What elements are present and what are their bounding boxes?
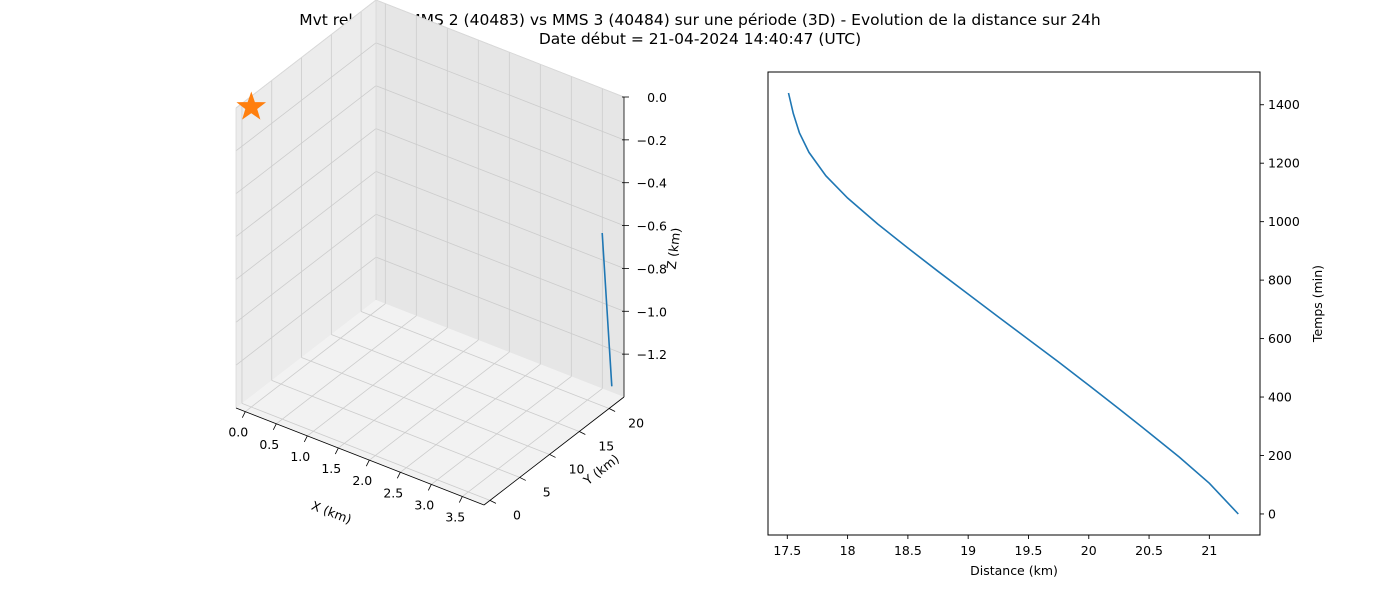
x-tick-label: 17.5 [773,543,801,558]
trajectory-line [601,232,613,387]
grid-line [375,128,625,226]
y-tick-label: 1000 [1268,214,1300,229]
y-tick-mark [519,477,526,481]
x-tick-label: 3.0 [414,497,434,512]
grid-line [235,256,377,366]
grid-line [271,380,520,478]
x-tick-label: 0.5 [259,437,279,452]
x-tick-label: 21 [1201,543,1217,558]
x-tick-mark [241,411,246,418]
grid-line [338,339,479,449]
y-tick-label: 600 [1268,331,1292,346]
grid-line [375,85,625,184]
x-tick-label: 19 [960,543,976,558]
y-tick-mark [489,500,497,504]
z-tick-label: −0.4 [637,176,667,191]
left-pane [236,0,376,408]
grid-line [235,171,377,280]
y-axis-label: Temps (min) [1310,265,1325,343]
x-tick-label: 20 [1081,543,1097,558]
grid-line [375,171,625,269]
y-tick-label: 400 [1268,390,1292,405]
grid-line [375,42,625,141]
x-tick-label: 2.5 [383,485,403,500]
y-tick-mark [579,431,586,435]
y-tick-label: 800 [1268,273,1292,288]
y-tick-label: 1200 [1268,156,1300,171]
x-tick-label: 1.0 [290,449,310,464]
y-tick-label: 20 [628,415,644,430]
x-tick-mark [272,423,277,430]
chart-2d-axes: 17.5 18 18.5 19 19.5 20 20.5 21 0 200 400 600 800 100… [767,71,1325,578]
x-axis-line [235,407,485,506]
x-tick-label: 18.5 [894,543,922,558]
grid-line [431,376,572,485]
grid-line [241,403,491,501]
pane-edge [235,0,377,109]
y-axis-line [483,396,625,506]
x-axis-label: X (km) [309,498,353,527]
distance-series-line [787,92,1239,515]
grid-line [360,311,610,409]
figure-subtitle: Date début = 21-04-2024 14:40:47 (UTC) [539,30,861,48]
grid-line [235,128,377,237]
grid-line [462,388,603,497]
grid-line [369,351,510,461]
y-tick-label: 5 [543,484,551,499]
back-pane [376,0,624,397]
grid-line [235,42,377,152]
figure-title: Mvt relatif de MMS 2 (40483) vs MMS 3 (4… [299,11,1101,29]
x-tick-label: 1.5 [321,461,341,476]
grid-line [375,213,625,312]
z-tick-label: 0.0 [647,90,667,105]
grid-line [331,334,580,432]
floor-pane [236,300,624,505]
x-tick-label: 0.0 [228,425,248,440]
grid-line [301,357,550,455]
y-tick-label: 15 [598,438,614,453]
x-tick-mark [458,496,463,503]
grid-line [276,315,417,425]
grid-line [375,256,625,355]
chart-3d-axes: 0.0 0.5 1.0 1.5 2.0 2.5 3.0 3.5 0 5 10 15 20 0.0 −0.2 −… [228,0,684,527]
y-axis-label: Y (km) [580,451,622,489]
x-tick-label: 2.0 [352,473,372,488]
z-tick-label: −0.2 [637,133,667,148]
x-tick-mark [303,435,308,443]
y-tick-label: 10 [569,461,585,476]
x-tick-mark [427,484,432,491]
pane-edge [375,0,625,98]
x-tick-label: 19.5 [1015,543,1043,558]
z-axis-label: Z (km) [664,227,684,270]
y-tick-label: 1400 [1268,97,1300,112]
x-tick-label: 18 [840,543,856,558]
grid-line [307,327,448,437]
x-tick-mark [365,459,370,467]
z-tick-label: −0.8 [637,261,667,276]
grid-line [235,213,377,323]
y-tick-mark [608,408,616,412]
grid-line [400,363,541,473]
y-tick-label: 0 [513,507,521,522]
plot-frame [767,71,1261,536]
y-tick-mark [549,454,556,458]
x-tick-label: 3.5 [445,510,465,525]
z-tick-label: −1.0 [637,304,667,319]
x-axis-label: Distance (km) [970,563,1058,578]
x-tick-mark [334,447,339,455]
z-tick-label: −0.6 [637,219,667,234]
z-tick-label: −1.2 [637,347,667,362]
origin-star-marker [236,91,267,120]
grid-line [235,85,377,195]
y-tick-label: 0 [1268,506,1276,521]
y-tick-label: 200 [1268,448,1292,463]
grid-line [245,303,386,412]
x-tick-label: 20.5 [1135,543,1163,558]
x-tick-mark [396,472,401,479]
